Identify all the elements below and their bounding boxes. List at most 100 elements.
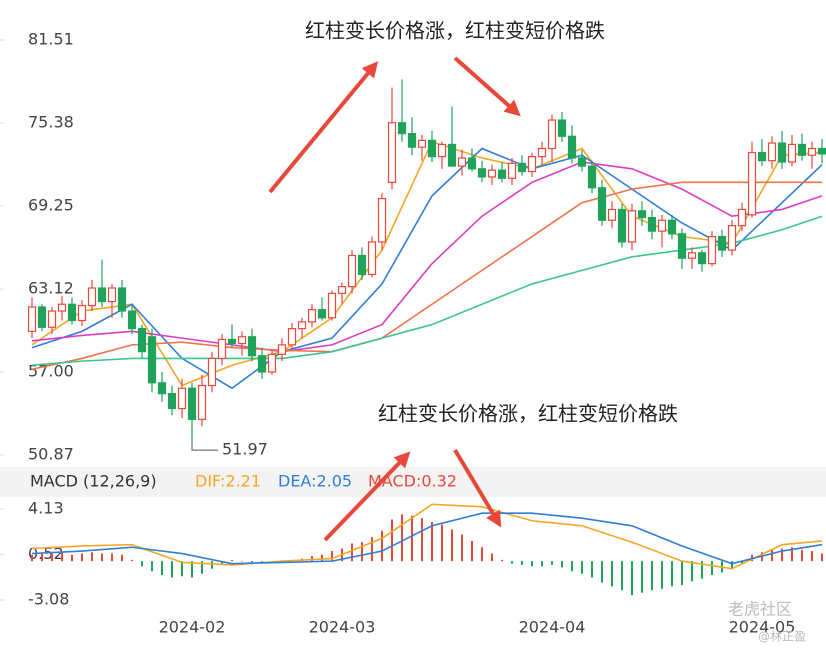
- macd-bar: [451, 529, 453, 562]
- macd-bar: [701, 561, 703, 579]
- line: [31, 215, 823, 366]
- macd-bar: [641, 561, 643, 593]
- candle-body: [377, 198, 387, 243]
- candle-body: [27, 306, 37, 332]
- candle-body: [527, 156, 537, 173]
- candle-body: [317, 309, 327, 319]
- candle-body: [117, 287, 127, 312]
- candle-body: [267, 353, 277, 373]
- candle-body: [667, 219, 677, 235]
- y-tick-label: -3.08: [28, 590, 69, 609]
- arrow: [323, 451, 411, 542]
- macd-bar: [431, 522, 433, 562]
- macd-bar: [41, 553, 43, 562]
- macd-bar: [171, 561, 173, 578]
- candle-body: [297, 321, 307, 330]
- macd-bar: [391, 519, 393, 562]
- candle-body: [417, 139, 427, 148]
- candle-body: [797, 143, 807, 156]
- macd-bar: [771, 549, 773, 562]
- candle-body: [257, 355, 267, 373]
- line: [31, 503, 823, 570]
- macd-bar: [551, 561, 553, 565]
- macd-bar: [501, 559, 503, 562]
- macd-bar: [511, 561, 513, 564]
- macd-header-band: [0, 467, 826, 497]
- macd-bar: [811, 551, 813, 562]
- candle-body: [777, 142, 787, 163]
- macd-bar: [661, 561, 663, 589]
- macd-bar: [91, 552, 93, 562]
- macd-bar: [671, 561, 673, 587]
- line: [31, 147, 823, 390]
- candle-body: [247, 336, 257, 357]
- candle-body: [107, 287, 117, 303]
- candle-body: [577, 157, 587, 167]
- candle-body: [617, 208, 627, 243]
- candle-body: [347, 254, 357, 288]
- x-tick-label: 2024-05: [729, 618, 796, 637]
- candle-body: [817, 147, 826, 155]
- candle-body: [387, 122, 397, 183]
- candle-body: [717, 235, 727, 251]
- macd-bar: [801, 549, 803, 562]
- arrow: [453, 448, 502, 528]
- arrow: [453, 56, 521, 117]
- candle-body: [157, 382, 167, 395]
- candle-body: [807, 147, 817, 156]
- macd-bar: [191, 561, 193, 578]
- candle-body: [557, 119, 567, 137]
- legend-entry: DIF:2.21: [195, 472, 261, 491]
- legend-entry: DEA:2.05: [278, 472, 352, 491]
- candle-body: [487, 169, 497, 178]
- candle-body: [357, 254, 367, 276]
- macd-title: MACD (12,26,9): [30, 472, 157, 491]
- macd-bar: [731, 561, 733, 569]
- candle-body: [197, 384, 207, 420]
- macd-bar: [131, 559, 133, 562]
- y-tick-label: 50.87: [28, 445, 74, 464]
- candle-body: [37, 306, 47, 328]
- watermark-author: @林正盈: [758, 630, 806, 644]
- candle-body: [607, 208, 617, 221]
- candle-body: [227, 338, 237, 345]
- candle-body: [587, 165, 597, 189]
- macd-bar: [231, 559, 233, 562]
- macd-bar: [381, 530, 383, 562]
- candle-body: [87, 287, 97, 307]
- y-tick-label: 81.51: [28, 30, 74, 49]
- candle-body: [637, 210, 647, 219]
- candle-body: [597, 187, 607, 221]
- candle-body: [727, 225, 737, 251]
- macd-bar: [351, 543, 353, 562]
- candle-body: [787, 143, 797, 163]
- y-tick-label: 75.38: [28, 113, 74, 132]
- macd-bar: [311, 556, 313, 562]
- candle-body: [407, 132, 417, 148]
- macd-bar: [411, 515, 413, 562]
- y-tick-label: 63.12: [28, 279, 74, 298]
- candle-body: [307, 309, 317, 323]
- macd-bar: [81, 553, 83, 562]
- candle-body: [127, 310, 137, 330]
- x-tick-label: 2024-02: [159, 618, 226, 637]
- candle-body: [137, 328, 147, 353]
- macd-bar: [491, 553, 493, 562]
- macd-bar: [251, 561, 253, 563]
- candle-body: [757, 151, 767, 162]
- annotation: 红柱变长价格涨，红柱变短价格跌: [305, 19, 605, 43]
- macd-bar: [481, 547, 483, 562]
- candle-body: [437, 143, 447, 158]
- macd-bar: [611, 561, 613, 587]
- candle-body: [367, 241, 377, 276]
- annotation: 红柱变长价格涨，红柱变短价格跌: [378, 402, 678, 426]
- macd-bar: [711, 561, 713, 576]
- macd-bar: [151, 561, 153, 572]
- macd-bar: [401, 514, 403, 562]
- low-marker: [191, 440, 218, 451]
- macd-bar: [121, 554, 123, 562]
- line: [31, 161, 823, 353]
- candle-body: [277, 344, 287, 355]
- candle-body: [537, 147, 547, 158]
